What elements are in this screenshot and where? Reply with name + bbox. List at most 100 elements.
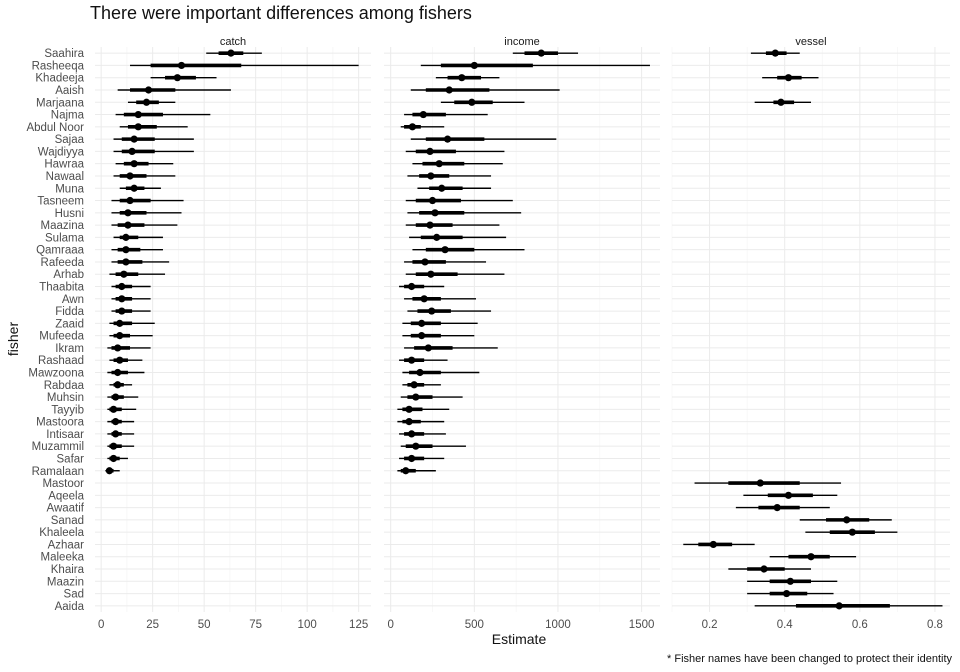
estimate-point xyxy=(114,381,122,389)
x-axis-title: Estimate xyxy=(492,631,547,647)
fisher-label: Rasheeqa xyxy=(32,60,85,72)
x-tick-label-catch: 25 xyxy=(146,619,159,631)
estimate-point xyxy=(468,98,476,106)
estimate-point xyxy=(424,344,432,352)
fisher-label: Sulama xyxy=(45,232,85,244)
x-tick-label-catch: 100 xyxy=(298,619,317,631)
estimate-point xyxy=(419,110,427,119)
fisher-label: Awn xyxy=(62,294,84,306)
y-axis-title: fisher xyxy=(5,322,21,357)
estimate-point xyxy=(111,418,120,426)
estimate-point xyxy=(111,430,120,438)
estimate-point xyxy=(109,405,118,413)
estimate-point xyxy=(807,553,815,561)
fisher-label: Sad xyxy=(64,589,84,601)
fisher-label: Mufeeda xyxy=(39,331,84,343)
estimate-point xyxy=(105,467,114,475)
fisher-label: Mastoor xyxy=(42,478,84,490)
estimate-point xyxy=(116,319,124,327)
fisher-label: Rafeeda xyxy=(41,257,85,269)
facet-label-catch: catch xyxy=(220,36,246,48)
fisher-label: Mawzoona xyxy=(28,367,84,379)
fisher-label: Zaaid xyxy=(55,318,84,330)
estimate-point xyxy=(418,319,426,327)
estimate-point xyxy=(784,491,793,499)
fisher-label: Khaleela xyxy=(39,527,84,539)
x-tick-label-vessel: 0.8 xyxy=(927,619,943,631)
estimate-point xyxy=(402,467,410,475)
x-tick-label-vessel: 0.4 xyxy=(777,619,794,631)
estimate-point xyxy=(142,98,151,106)
estimate-point xyxy=(427,270,435,278)
estimate-point xyxy=(709,540,717,549)
estimate-point xyxy=(410,381,418,389)
facet-label-vessel: vessel xyxy=(795,36,826,48)
estimate-point xyxy=(756,479,764,487)
estimate-point xyxy=(443,135,452,143)
estimate-point xyxy=(134,110,142,119)
estimate-point xyxy=(843,516,851,524)
fisher-label: Aqeela xyxy=(48,490,84,502)
plot-area: 0 25 50 75 100 125 catch 0 500 1000 1500 income 0.2 0… xyxy=(26,36,950,631)
chart-caption: * Fisher names have been changed to prot… xyxy=(667,653,952,665)
fisher-label: Aaida xyxy=(55,601,85,613)
fisher-label: Marjaana xyxy=(36,97,85,109)
fisher-label: Maazina xyxy=(41,220,85,232)
fisher-label: Qamraaa xyxy=(36,245,85,257)
estimate-point xyxy=(120,270,128,278)
estimate-point xyxy=(109,442,118,450)
fisher-label: Hawraa xyxy=(44,159,84,171)
estimate-point xyxy=(428,307,436,315)
estimate-point xyxy=(405,418,413,426)
estimate-point xyxy=(782,589,791,598)
estimate-point xyxy=(438,184,446,192)
fisher-label: Sajaa xyxy=(55,134,85,146)
estimate-point xyxy=(412,393,420,401)
fisher-label: Najma xyxy=(51,110,85,122)
fisher-label: Azhaar xyxy=(48,539,85,551)
fisher-label: Khaira xyxy=(51,564,85,576)
fisher-label: Aaish xyxy=(55,85,84,97)
estimate-point xyxy=(126,172,134,180)
estimate-point xyxy=(420,295,428,303)
estimate-point xyxy=(408,356,416,364)
estimate-point xyxy=(111,393,120,401)
estimate-point xyxy=(173,74,181,82)
fisher-label: Muna xyxy=(55,183,84,195)
estimate-point xyxy=(441,246,449,254)
estimate-point xyxy=(786,577,794,585)
x-tick-label-income: 1000 xyxy=(545,619,571,631)
fisher-label: Rashaad xyxy=(38,355,84,367)
estimate-point xyxy=(144,86,153,94)
fisher-label: Maleeka xyxy=(41,552,85,564)
estimate-point xyxy=(760,565,768,573)
estimate-point xyxy=(435,160,443,168)
x-tick-label-income: 0 xyxy=(387,619,393,631)
x-tick-label-vessel: 0.2 xyxy=(702,619,718,631)
estimate-point xyxy=(421,258,429,266)
x-tick-label-catch: 75 xyxy=(249,619,262,631)
estimate-point xyxy=(130,184,138,192)
fisher-label: Saahira xyxy=(44,48,84,60)
estimate-point xyxy=(126,196,134,205)
fisher-label: Tayyib xyxy=(51,404,84,416)
fisher-label: Awaatif xyxy=(46,503,84,515)
x-tick-label-catch: 50 xyxy=(198,619,211,631)
estimate-point xyxy=(416,368,424,377)
estimate-point xyxy=(109,454,118,463)
fisher-label: Husni xyxy=(55,208,84,220)
x-tick-label-catch: 0 xyxy=(98,619,104,631)
estimate-point xyxy=(470,61,478,70)
estimate-point xyxy=(122,233,130,241)
x-tick-label-catch: 125 xyxy=(349,619,368,631)
estimate-point xyxy=(835,602,843,610)
fisher-label: Khadeeja xyxy=(35,73,84,85)
estimate-point xyxy=(408,123,417,131)
fisher-label: Tasneem xyxy=(37,196,84,208)
estimate-point xyxy=(426,147,434,156)
estimate-point xyxy=(431,209,439,217)
estimate-point xyxy=(116,356,124,364)
fisher-label: Ikram xyxy=(55,343,84,355)
estimate-point xyxy=(177,61,186,70)
